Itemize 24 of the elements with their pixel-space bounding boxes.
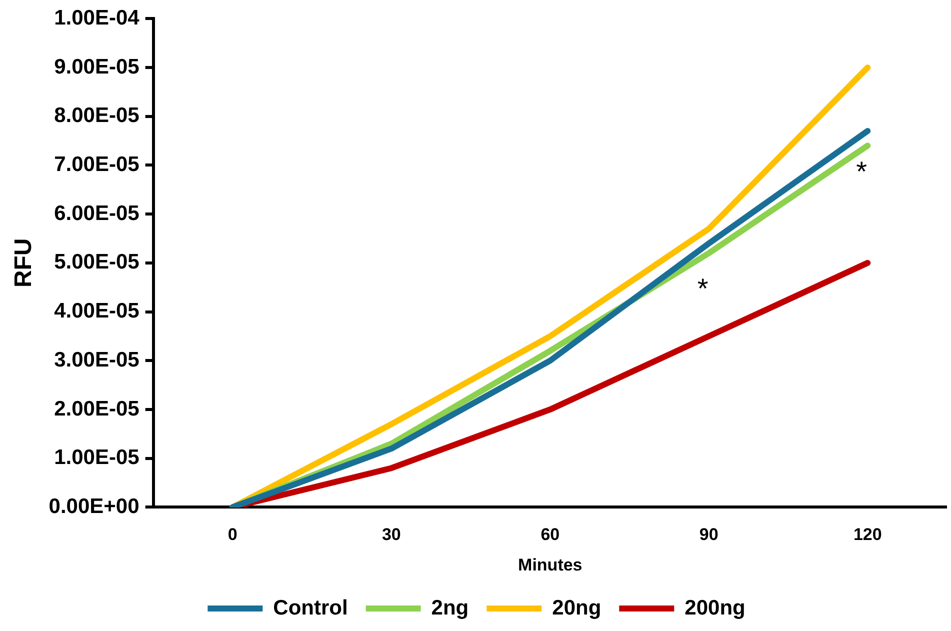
legend-label: Control	[273, 596, 348, 620]
y-tick-label: 5.00E-05	[54, 250, 140, 274]
y-axis-title: RFU	[10, 238, 38, 288]
y-tick-label: 7.00E-05	[54, 152, 140, 176]
y-tick-label: 0.00E+00	[48, 494, 140, 518]
annotation: *	[856, 156, 868, 187]
y-tick-label: 1.00E-05	[54, 446, 140, 470]
y-tick-label: 6.00E-05	[54, 202, 140, 225]
legend-label: 2ng	[431, 596, 469, 620]
y-tick-label: 8.00E-05	[54, 104, 140, 128]
x-tick-label: 30	[382, 525, 401, 544]
y-tick-label: 2.00E-05	[54, 397, 140, 420]
legend-label: 20ng	[552, 596, 602, 620]
y-tick-label: 4.00E-05	[54, 300, 140, 323]
annotation: *	[697, 273, 708, 304]
x-tick-label: 120	[853, 525, 882, 544]
x-tick-label: 90	[699, 525, 718, 544]
y-tick-label: 9.00E-05	[54, 55, 140, 78]
x-tick-label: 60	[540, 525, 560, 544]
x-tick-label: 0	[228, 525, 238, 544]
x-axis-title: Minutes	[518, 555, 582, 574]
legend-label: 200ng	[684, 596, 746, 620]
y-tick-label: 1.00E-04	[54, 6, 140, 30]
y-tick-label: 3.00E-05	[54, 348, 140, 372]
